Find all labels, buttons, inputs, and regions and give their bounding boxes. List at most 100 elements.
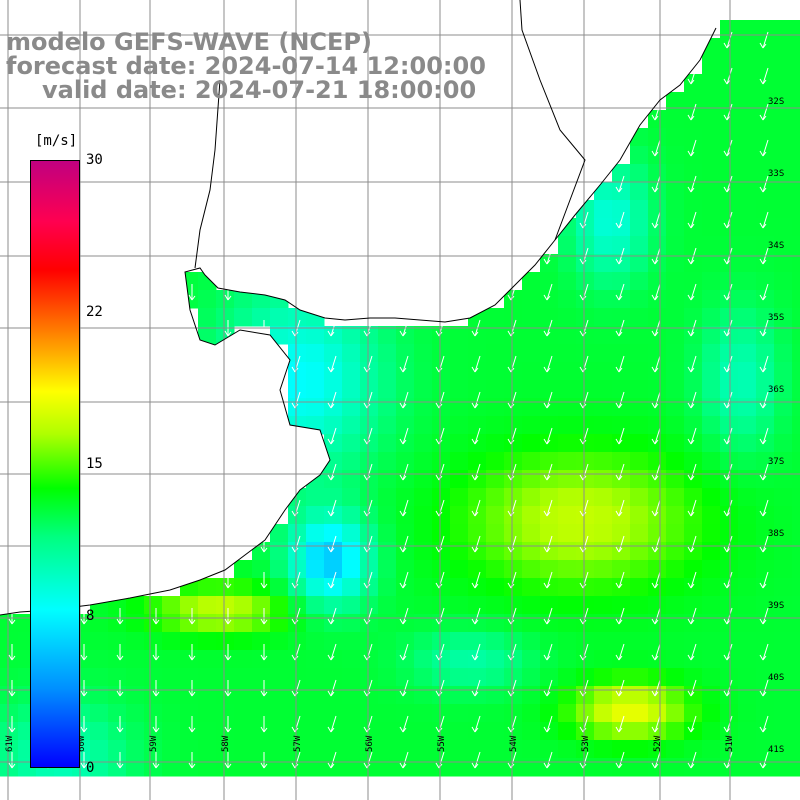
wind-arrow — [759, 427, 769, 445]
wind-arrow — [651, 139, 661, 157]
speed-cell — [324, 380, 343, 399]
speed-cell — [306, 740, 325, 759]
speed-cell — [558, 740, 577, 759]
wind-arrow — [687, 499, 697, 517]
speed-cell — [720, 686, 739, 705]
speed-cell — [324, 668, 343, 687]
speed-cell — [612, 578, 631, 597]
wind-arrow — [651, 103, 661, 121]
speed-cell — [684, 614, 703, 633]
speed-cell — [774, 542, 793, 561]
speed-cell — [468, 398, 487, 417]
speed-cell — [774, 524, 793, 543]
speed-cell — [342, 362, 361, 381]
speed-cell — [666, 218, 685, 237]
longitude-label: 58W — [221, 735, 231, 752]
speed-cell — [666, 146, 685, 165]
speed-cell — [432, 722, 451, 741]
speed-cell — [756, 110, 775, 129]
speed-cell — [234, 560, 253, 579]
speed-cell — [738, 560, 757, 579]
speed-cell — [666, 704, 685, 723]
speed-cell — [0, 686, 19, 705]
speed-cell — [450, 452, 469, 471]
speed-cell — [522, 614, 541, 633]
speed-cell — [504, 650, 523, 669]
speed-cell — [756, 578, 775, 597]
speed-cell — [324, 470, 343, 489]
wind-arrow — [615, 427, 625, 445]
wind-arrow — [759, 463, 769, 481]
speed-cell — [558, 578, 577, 597]
speed-cell — [540, 506, 559, 525]
wind-arrow — [152, 716, 160, 733]
speed-cell — [450, 740, 469, 759]
speed-cell — [540, 362, 559, 381]
wind-arrow — [615, 679, 625, 697]
speed-cell — [342, 596, 361, 615]
speed-cell — [792, 38, 800, 57]
speed-cell — [738, 380, 757, 399]
speed-cell — [774, 128, 793, 147]
wind-arrow — [543, 571, 553, 589]
speed-cell — [702, 380, 721, 399]
speed-cell — [306, 578, 325, 597]
speed-cell — [774, 164, 793, 183]
speed-cell — [792, 560, 800, 579]
speed-cell — [630, 452, 649, 471]
speed-cell — [342, 632, 361, 651]
speed-cell — [540, 398, 559, 417]
wind-arrow — [615, 751, 625, 769]
speed-cell — [0, 758, 19, 777]
speed-cell — [468, 380, 487, 399]
speed-cell — [612, 686, 631, 705]
speed-cell — [738, 146, 757, 165]
speed-cell — [684, 578, 703, 597]
speed-cell — [468, 326, 487, 345]
speed-cell — [576, 488, 595, 507]
speed-cell — [432, 704, 451, 723]
speed-cell — [792, 74, 800, 93]
speed-cell — [270, 326, 289, 345]
speed-cell — [684, 164, 703, 183]
speed-cell — [774, 686, 793, 705]
speed-cell — [738, 578, 757, 597]
speed-cell — [540, 272, 559, 291]
speed-cell — [288, 380, 307, 399]
speed-cell — [720, 506, 739, 525]
speed-cell — [720, 380, 739, 399]
latitude-label: 33S — [768, 169, 784, 179]
speed-cell — [720, 416, 739, 435]
speed-cell — [684, 92, 703, 111]
latitude-label: 36S — [768, 385, 784, 395]
speed-cell — [144, 632, 163, 651]
speed-cell — [396, 614, 415, 633]
speed-cell — [666, 722, 685, 741]
speed-cell — [684, 650, 703, 669]
speed-cell — [558, 290, 577, 309]
speed-cell — [198, 758, 217, 777]
speed-cell — [756, 290, 775, 309]
speed-cell — [756, 38, 775, 57]
speed-cell — [324, 506, 343, 525]
latitude-label: 39S — [768, 601, 784, 611]
speed-cell — [180, 740, 199, 759]
speed-cell — [0, 632, 19, 651]
speed-cell — [324, 650, 343, 669]
speed-cell — [162, 740, 181, 759]
speed-cell — [720, 740, 739, 759]
speed-cell — [0, 614, 19, 633]
speed-cell — [180, 704, 199, 723]
speed-cell — [270, 578, 289, 597]
speed-cell — [0, 722, 19, 741]
wind-arrow — [471, 571, 481, 589]
speed-cell — [486, 632, 505, 651]
speed-cell — [396, 398, 415, 417]
speed-cell — [720, 560, 739, 579]
speed-cell — [216, 290, 235, 309]
speed-cell — [576, 686, 595, 705]
wind-arrow — [8, 716, 16, 733]
speed-cell — [540, 452, 559, 471]
speed-cell — [666, 128, 685, 147]
wind-arrow — [152, 752, 160, 769]
